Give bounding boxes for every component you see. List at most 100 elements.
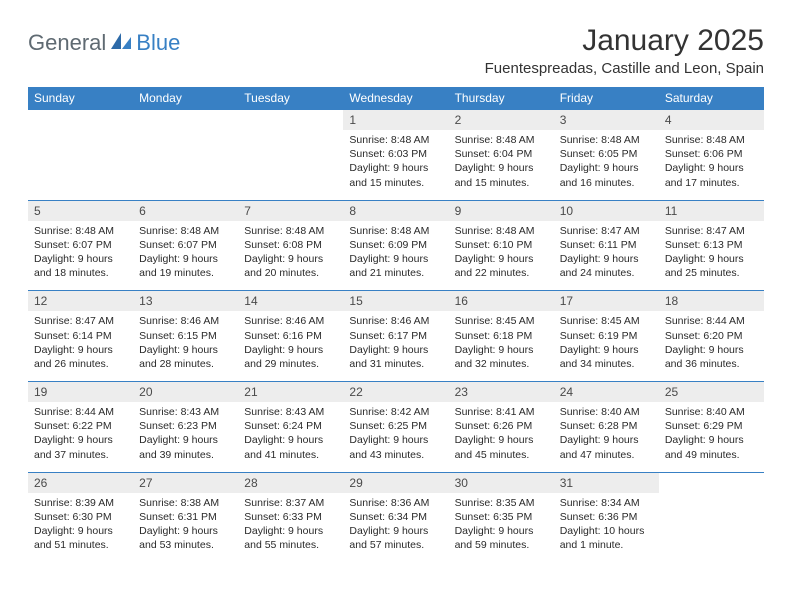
calendar-cell: 8Sunrise: 8:48 AMSunset: 6:09 PMDaylight… (343, 200, 448, 291)
calendar-cell: 26Sunrise: 8:39 AMSunset: 6:30 PMDayligh… (28, 472, 133, 562)
day-line-d1: Daylight: 9 hours (349, 252, 442, 266)
day-line-sr: Sunrise: 8:47 AM (560, 224, 653, 238)
day-number: 25 (659, 382, 764, 402)
day-body: Sunrise: 8:43 AMSunset: 6:24 PMDaylight:… (238, 402, 343, 472)
day-line-d1: Daylight: 9 hours (560, 252, 653, 266)
month-title: January 2025 (485, 24, 764, 58)
day-number: 15 (343, 291, 448, 311)
day-body: Sunrise: 8:48 AMSunset: 6:07 PMDaylight:… (133, 221, 238, 291)
day-body: Sunrise: 8:48 AMSunset: 6:05 PMDaylight:… (554, 130, 659, 200)
day-line-ss: Sunset: 6:16 PM (244, 329, 337, 343)
day-line-d2: and 22 minutes. (455, 266, 548, 280)
calendar-cell: 30Sunrise: 8:35 AMSunset: 6:35 PMDayligh… (449, 472, 554, 562)
calendar-cell: 18Sunrise: 8:44 AMSunset: 6:20 PMDayligh… (659, 291, 764, 382)
day-number: 7 (238, 201, 343, 221)
day-line-d1: Daylight: 9 hours (34, 433, 127, 447)
day-line-d2: and 21 minutes. (349, 266, 442, 280)
calendar-cell: 19Sunrise: 8:44 AMSunset: 6:22 PMDayligh… (28, 382, 133, 473)
day-line-d2: and 34 minutes. (560, 357, 653, 371)
day-number: 9 (449, 201, 554, 221)
day-body: Sunrise: 8:48 AMSunset: 6:08 PMDaylight:… (238, 221, 343, 291)
day-line-d2: and 28 minutes. (139, 357, 232, 371)
calendar-cell: 21Sunrise: 8:43 AMSunset: 6:24 PMDayligh… (238, 382, 343, 473)
day-line-d2: and 25 minutes. (665, 266, 758, 280)
day-number: 2 (449, 110, 554, 130)
calendar-cell: 7Sunrise: 8:48 AMSunset: 6:08 PMDaylight… (238, 200, 343, 291)
day-line-ss: Sunset: 6:18 PM (455, 329, 548, 343)
day-line-d1: Daylight: 9 hours (349, 343, 442, 357)
header: General Blue January 2025 Fuentespreadas… (28, 24, 764, 77)
day-line-ss: Sunset: 6:24 PM (244, 419, 337, 433)
day-body: Sunrise: 8:34 AMSunset: 6:36 PMDaylight:… (554, 493, 659, 563)
day-line-d1: Daylight: 9 hours (455, 161, 548, 175)
calendar-cell: 31Sunrise: 8:34 AMSunset: 6:36 PMDayligh… (554, 472, 659, 562)
day-number: 6 (133, 201, 238, 221)
day-body: Sunrise: 8:40 AMSunset: 6:28 PMDaylight:… (554, 402, 659, 472)
calendar-cell: 22Sunrise: 8:42 AMSunset: 6:25 PMDayligh… (343, 382, 448, 473)
day-line-sr: Sunrise: 8:48 AM (244, 224, 337, 238)
day-line-sr: Sunrise: 8:35 AM (455, 496, 548, 510)
day-body: Sunrise: 8:48 AMSunset: 6:07 PMDaylight:… (28, 221, 133, 291)
weekday-header: Saturday (659, 87, 764, 110)
day-line-d1: Daylight: 9 hours (34, 252, 127, 266)
day-body: Sunrise: 8:36 AMSunset: 6:34 PMDaylight:… (343, 493, 448, 563)
calendar-row: 19Sunrise: 8:44 AMSunset: 6:22 PMDayligh… (28, 382, 764, 473)
day-body: Sunrise: 8:42 AMSunset: 6:25 PMDaylight:… (343, 402, 448, 472)
day-line-sr: Sunrise: 8:41 AM (455, 405, 548, 419)
weekday-header: Friday (554, 87, 659, 110)
day-line-sr: Sunrise: 8:46 AM (349, 314, 442, 328)
day-line-ss: Sunset: 6:31 PM (139, 510, 232, 524)
calendar-cell: 28Sunrise: 8:37 AMSunset: 6:33 PMDayligh… (238, 472, 343, 562)
weekday-header: Monday (133, 87, 238, 110)
day-line-sr: Sunrise: 8:43 AM (244, 405, 337, 419)
calendar-cell: 29Sunrise: 8:36 AMSunset: 6:34 PMDayligh… (343, 472, 448, 562)
day-line-ss: Sunset: 6:26 PM (455, 419, 548, 433)
day-line-d1: Daylight: 9 hours (665, 343, 758, 357)
day-line-d1: Daylight: 9 hours (560, 343, 653, 357)
day-number: 28 (238, 473, 343, 493)
day-body: Sunrise: 8:48 AMSunset: 6:06 PMDaylight:… (659, 130, 764, 200)
day-line-ss: Sunset: 6:09 PM (349, 238, 442, 252)
day-number: 1 (343, 110, 448, 130)
day-line-sr: Sunrise: 8:48 AM (34, 224, 127, 238)
day-line-d1: Daylight: 9 hours (244, 343, 337, 357)
day-body: Sunrise: 8:46 AMSunset: 6:15 PMDaylight:… (133, 311, 238, 381)
weekday-header: Tuesday (238, 87, 343, 110)
calendar-cell (238, 110, 343, 201)
logo: General Blue (28, 30, 180, 56)
day-number: 30 (449, 473, 554, 493)
day-line-sr: Sunrise: 8:45 AM (455, 314, 548, 328)
day-number: 29 (343, 473, 448, 493)
day-number: 20 (133, 382, 238, 402)
day-line-d1: Daylight: 9 hours (455, 524, 548, 538)
day-line-d1: Daylight: 9 hours (34, 343, 127, 357)
calendar-table: SundayMondayTuesdayWednesdayThursdayFrid… (28, 87, 764, 562)
day-line-sr: Sunrise: 8:34 AM (560, 496, 653, 510)
day-number: 23 (449, 382, 554, 402)
day-body: Sunrise: 8:45 AMSunset: 6:18 PMDaylight:… (449, 311, 554, 381)
day-line-ss: Sunset: 6:07 PM (34, 238, 127, 252)
calendar-row: 5Sunrise: 8:48 AMSunset: 6:07 PMDaylight… (28, 200, 764, 291)
calendar-cell (28, 110, 133, 201)
day-line-ss: Sunset: 6:23 PM (139, 419, 232, 433)
day-line-sr: Sunrise: 8:44 AM (665, 314, 758, 328)
day-line-d1: Daylight: 9 hours (139, 433, 232, 447)
day-body: Sunrise: 8:45 AMSunset: 6:19 PMDaylight:… (554, 311, 659, 381)
calendar-cell: 24Sunrise: 8:40 AMSunset: 6:28 PMDayligh… (554, 382, 659, 473)
day-line-d2: and 47 minutes. (560, 448, 653, 462)
day-line-d2: and 16 minutes. (560, 176, 653, 190)
day-line-d2: and 15 minutes. (349, 176, 442, 190)
logo-text-general: General (28, 30, 106, 56)
day-line-ss: Sunset: 6:28 PM (560, 419, 653, 433)
calendar-row: 12Sunrise: 8:47 AMSunset: 6:14 PMDayligh… (28, 291, 764, 382)
logo-sail-icon (110, 32, 132, 55)
day-line-d1: Daylight: 9 hours (665, 252, 758, 266)
day-line-d1: Daylight: 10 hours (560, 524, 653, 538)
day-line-d2: and 57 minutes. (349, 538, 442, 552)
day-number: 26 (28, 473, 133, 493)
day-line-sr: Sunrise: 8:47 AM (34, 314, 127, 328)
title-block: January 2025 Fuentespreadas, Castille an… (485, 24, 764, 77)
day-line-ss: Sunset: 6:22 PM (34, 419, 127, 433)
calendar-cell: 1Sunrise: 8:48 AMSunset: 6:03 PMDaylight… (343, 110, 448, 201)
day-line-d2: and 18 minutes. (34, 266, 127, 280)
